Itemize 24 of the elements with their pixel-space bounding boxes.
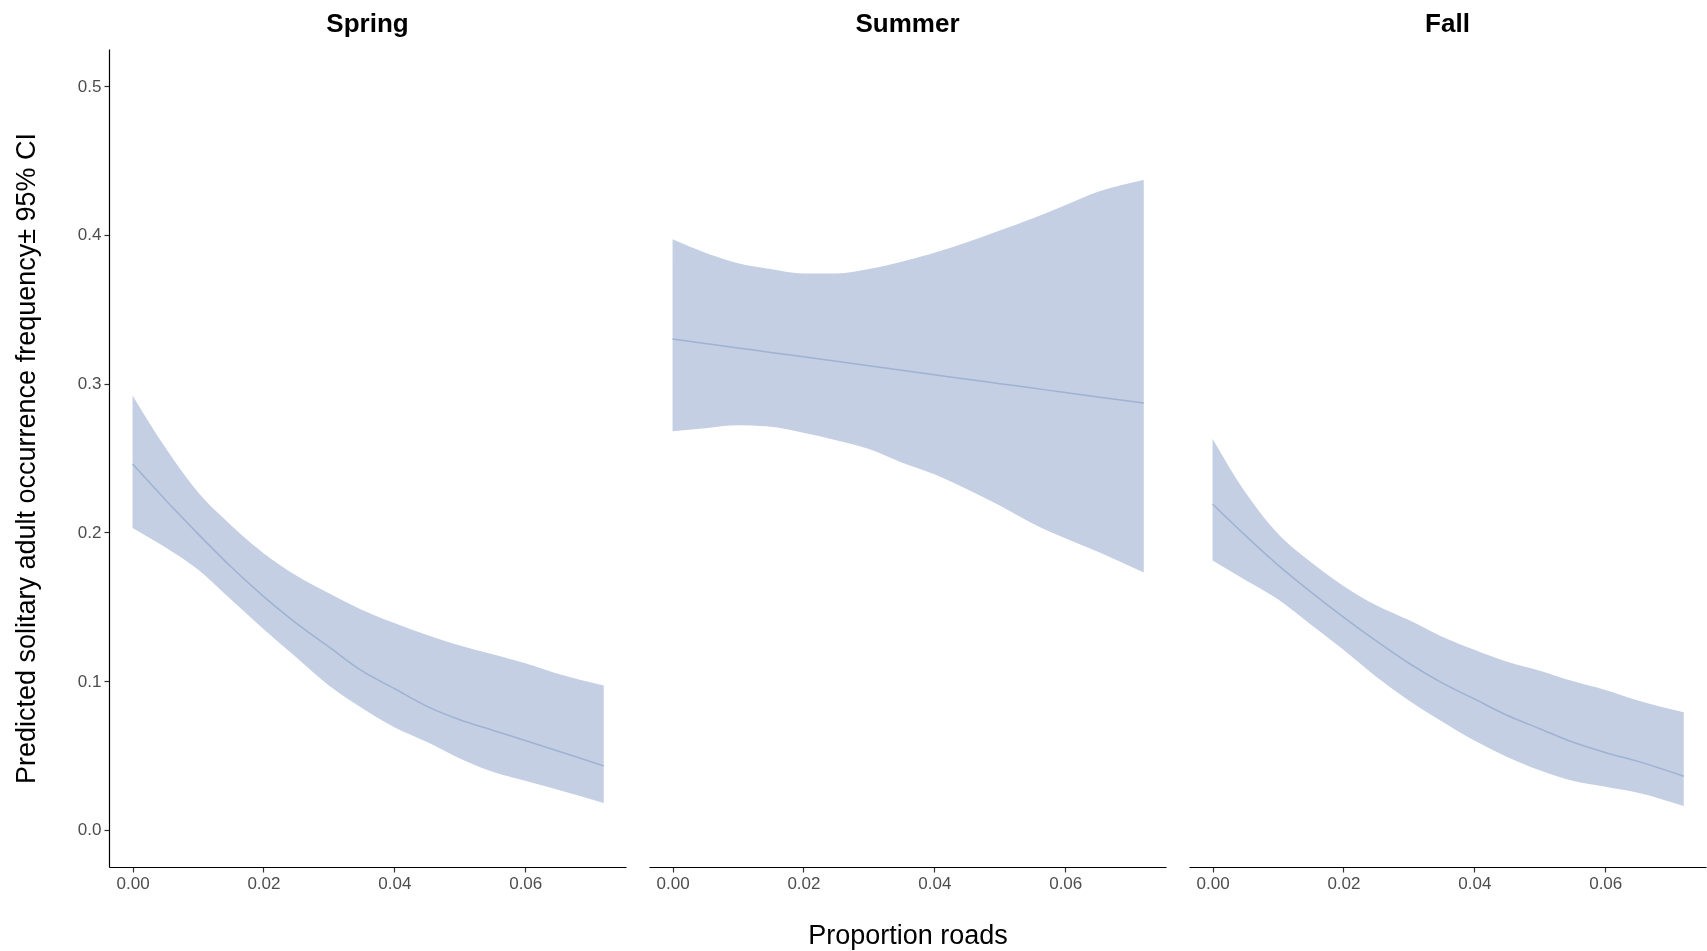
line-series <box>131 463 605 767</box>
x-tick-label: 0.02 <box>1327 873 1361 893</box>
x-tick-label: 0.04 <box>918 873 952 893</box>
x-tick-label: 0.06 <box>509 873 543 893</box>
x-tick-label: 0.06 <box>1589 873 1623 893</box>
y-tick-label: 0.4 <box>77 225 102 245</box>
x-tick-label: 0.06 <box>1049 873 1083 893</box>
y-axis-title: Predicted solitary adult occurrence frequency± 95% CI <box>10 132 41 785</box>
x-tick-label: 0.04 <box>378 873 412 893</box>
chart-title: Fall <box>1425 8 1470 38</box>
y-tick-label: 0.0 <box>77 820 102 840</box>
x-tick-label: 0.04 <box>1458 873 1492 893</box>
y-tick-label: 0.1 <box>77 671 102 691</box>
x-tick-label: 0.00 <box>116 873 150 893</box>
x-tick-label: 0.00 <box>1196 873 1230 893</box>
y-tick-label: 0.2 <box>77 522 102 542</box>
chart-title: Spring <box>326 8 409 38</box>
x-tick-label: 0.02 <box>787 873 821 893</box>
x-tick-label: 0.02 <box>247 873 281 893</box>
x-axis-title: Proportion roads <box>808 919 1008 950</box>
x-tick-label: 0.00 <box>656 873 690 893</box>
chart-title: Summer <box>855 8 960 38</box>
y-tick-label: 0.5 <box>77 76 102 96</box>
y-tick-label: 0.3 <box>77 374 102 394</box>
